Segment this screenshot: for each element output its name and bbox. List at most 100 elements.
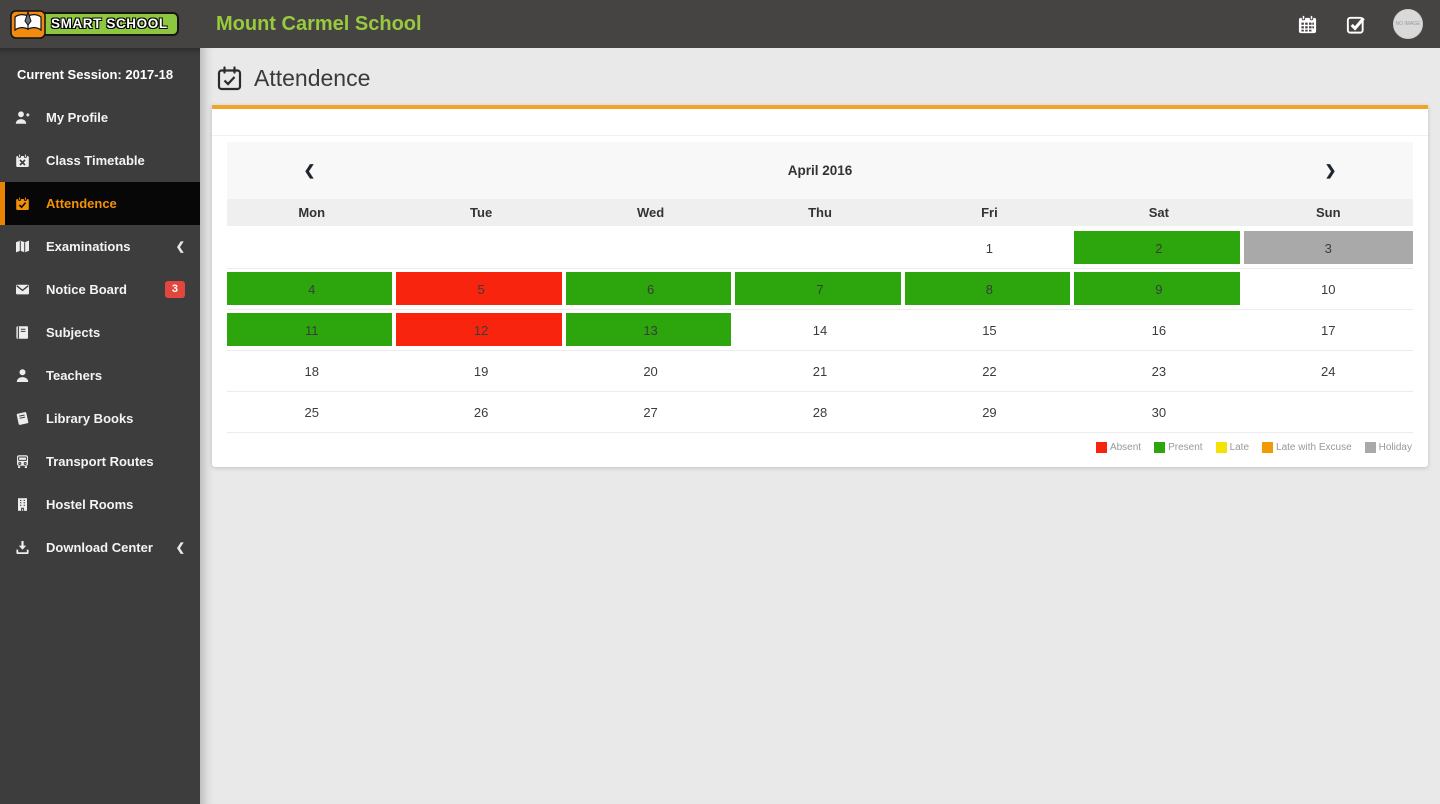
day-cell-23: 23 — [1074, 351, 1243, 391]
day-status-present — [227, 313, 393, 346]
day-number: 15 — [982, 322, 997, 338]
day-number: 28 — [812, 404, 828, 420]
calendar-week-row: 25 26 27 28 29 30 — [227, 392, 1413, 433]
day-status-absent — [396, 313, 562, 346]
day-number: 29 — [982, 404, 997, 420]
day-header-wed: Wed — [636, 205, 665, 220]
sidebar-item-library-books[interactable]: Library Books — [0, 397, 200, 440]
avatar[interactable]: NO IMAGE — [1393, 9, 1423, 39]
page-title-row: Attendence — [200, 48, 1440, 105]
legend-color-swatch — [1154, 442, 1166, 453]
day-number: 23 — [1151, 363, 1167, 379]
envelope-icon — [15, 281, 32, 298]
day-cell-12: 12 — [396, 310, 565, 350]
day-number: 14 — [812, 322, 828, 338]
day-number: 30 — [1151, 404, 1167, 420]
sidebar-item-transport-routes[interactable]: Transport Routes — [0, 440, 200, 483]
day-cell-26: 26 — [396, 392, 565, 432]
day-cell-22: 22 — [905, 351, 1074, 391]
day-header-mon: Mon — [298, 205, 326, 220]
sidebar-item-examinations[interactable]: Examinations ❮ — [0, 225, 200, 268]
sidebar-item-label: Teachers — [46, 368, 103, 383]
day-cell-29: 29 — [905, 392, 1074, 432]
check-square-icon[interactable] — [1345, 14, 1366, 35]
sidebar-nav: My Profile Class Timetable Attendence Exami… — [0, 96, 200, 569]
next-month-button[interactable]: ❯ — [1248, 162, 1413, 179]
day-number: 12 — [473, 322, 489, 338]
day-cell-empty — [566, 228, 735, 268]
day-cell-empty — [735, 228, 904, 268]
sidebar-item-hostel-rooms[interactable]: Hostel Rooms — [0, 483, 200, 526]
sidebar-item-label: Attendence — [46, 196, 117, 211]
day-cell-6: 6 — [565, 269, 735, 309]
day-cell-5: 5 — [396, 269, 565, 309]
calendar-week-row: 4 5 6 7 8 9 10 — [227, 269, 1413, 310]
calendar-check-icon — [15, 195, 32, 212]
calendar-week-row: 11 12 13 14 15 16 17 — [227, 310, 1413, 351]
calendar-weeks: 1 2 3 4 5 6 7 8 9 10 11 12 13 14 15 16 17 18 19 20 21 22 23 24 2… — [227, 228, 1413, 433]
day-header-fri: Fri — [981, 205, 998, 220]
prev-month-button[interactable]: ❮ — [227, 162, 392, 179]
user-icon — [15, 367, 32, 384]
sidebar-item-label: Hostel Rooms — [46, 497, 134, 512]
sidebar-item-subjects[interactable]: Subjects — [0, 311, 200, 354]
sidebar-item-my-profile[interactable]: My Profile — [0, 96, 200, 139]
day-status-present — [1074, 231, 1240, 264]
day-status-present — [904, 272, 1071, 305]
day-cell-7: 7 — [735, 269, 904, 309]
legend-color-swatch — [1262, 442, 1274, 453]
legend-color-swatch — [1364, 442, 1376, 453]
day-number: 3 — [1324, 240, 1332, 256]
day-number: 27 — [643, 404, 658, 420]
day-cell-8: 8 — [904, 269, 1074, 309]
day-cell-20: 20 — [566, 351, 735, 391]
day-cell-11: 11 — [227, 310, 396, 350]
card-header-divider — [212, 109, 1428, 136]
sidebar-item-attendence[interactable]: Attendence — [0, 182, 200, 225]
logo-book-icon — [10, 8, 46, 40]
sidebar: Current Session: 2017-18 My Profile Class… — [0, 48, 200, 804]
sidebar-item-notice-board[interactable]: Notice Board 3 — [0, 268, 200, 311]
day-cell-28: 28 — [735, 392, 904, 432]
day-number: 19 — [473, 363, 489, 379]
day-cell-3: 3 — [1243, 228, 1413, 268]
day-number: 5 — [477, 281, 485, 297]
current-session-label: Current Session: 2017-18 — [17, 67, 174, 82]
download-icon — [15, 539, 32, 556]
header-actions: NO IMAGE — [1297, 9, 1440, 39]
sidebar-item-teachers[interactable]: Teachers — [0, 354, 200, 397]
day-number: 18 — [304, 363, 319, 379]
calendar-legend: Absent Present Late Late with Excuse Holiday — [227, 433, 1413, 454]
day-header-thu: Thu — [808, 205, 832, 220]
calendar-week-row: 18 19 20 21 22 23 24 — [227, 351, 1413, 392]
calendar-icon[interactable] — [1297, 14, 1318, 35]
day-cell-21: 21 — [735, 351, 904, 391]
sidebar-item-label: My Profile — [46, 110, 109, 125]
legend-label: Holiday — [1378, 442, 1412, 453]
legend-label: Present — [1168, 442, 1203, 453]
day-cell-2: 2 — [1074, 228, 1243, 268]
calendar-x-icon — [15, 152, 32, 169]
day-number: 11 — [304, 322, 319, 338]
sidebar-item-label: Library Books — [46, 411, 134, 426]
day-cell-9: 9 — [1074, 269, 1243, 309]
day-number: 24 — [1321, 363, 1336, 379]
day-number: 9 — [1155, 281, 1163, 297]
day-header-sat: Sat — [1148, 205, 1169, 220]
legend-color-swatch — [1215, 442, 1227, 453]
day-number: 6 — [646, 281, 655, 297]
calendar-day-headers: Mon Tue Wed Thu Fri Sat Sun — [227, 199, 1413, 226]
sidebar-item-class-timetable[interactable]: Class Timetable — [0, 139, 200, 182]
day-number: 21 — [812, 363, 828, 379]
day-number: 8 — [985, 281, 994, 297]
day-number: 17 — [1321, 322, 1336, 338]
sidebar-item-download-center[interactable]: Download Center ❮ — [0, 526, 200, 569]
legend-item-late: Late — [1215, 442, 1249, 453]
library-book-icon — [15, 410, 32, 427]
brand-logo[interactable]: SMART SCHOOL — [0, 0, 200, 48]
day-cell-13: 13 — [565, 310, 735, 350]
day-number: 16 — [1151, 322, 1167, 338]
day-status-absent — [396, 272, 562, 305]
day-number: 10 — [1321, 281, 1336, 297]
